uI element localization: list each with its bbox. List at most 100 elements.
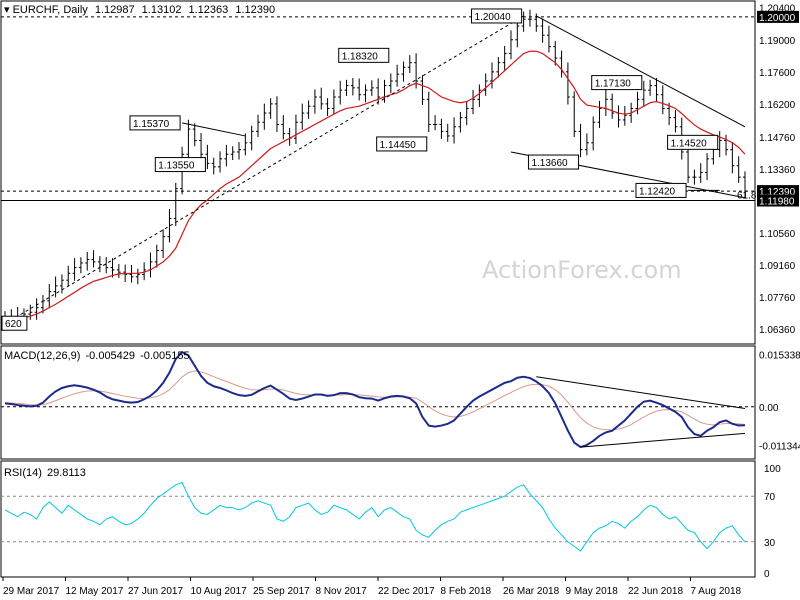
macd-panel (0, 345, 756, 460)
ohlc-bar (28, 304, 33, 320)
ohlc-bar (660, 85, 665, 115)
price-axis-tick: 1.19000 (759, 36, 796, 47)
trend-line (181, 122, 246, 137)
ohlc-bar (161, 229, 166, 258)
price-annotation: 1.13660 (527, 154, 580, 170)
ohlc-bar (173, 182, 178, 226)
ohlc-bar (433, 115, 438, 131)
x-axis-label: 22 Jun 2018 (628, 586, 683, 597)
ohlc-bar (142, 262, 147, 281)
ohlc-bar (420, 75, 425, 106)
ohlc-bar (388, 73, 393, 94)
macd-trend-line (536, 376, 746, 409)
header-arrow-icon: ▾ (4, 4, 13, 16)
ohlc-bar (471, 89, 476, 115)
macd-axis-tick: 0.00 (759, 403, 779, 414)
price-tag: 1.20000 (757, 10, 799, 24)
x-axis-label: 7 Aug 2018 (691, 586, 742, 597)
ohlc-bar (705, 153, 710, 181)
ohlc-bar (597, 100, 602, 128)
ohlc-bar (477, 84, 482, 107)
ohlc-bar (559, 50, 564, 78)
price-tag: 1.12390 (757, 185, 799, 198)
ohlc-bar (426, 91, 431, 133)
ohlc-bar (445, 123, 450, 142)
header-close: 1.12390 (235, 4, 275, 16)
price-annotation: 1.20040 (471, 8, 523, 24)
price-panel (0, 0, 756, 345)
price-annotation: 620 (1, 315, 28, 331)
macd-line (4, 350, 746, 449)
ohlc-bar (458, 111, 463, 133)
price-annotation: 1.12420 (635, 182, 687, 198)
macd-axis-tick: -0.011344 (759, 442, 800, 453)
watermark: ActionForex.com (482, 256, 682, 284)
x-axis-label: 12 May 2017 (66, 586, 124, 597)
price-annotation: 1.14450 (376, 136, 428, 152)
price-tag: 1.11980 (757, 194, 799, 208)
price-annotation: 1.14520 (667, 134, 719, 150)
ohlc-bar (237, 142, 242, 160)
fib-label: 61.8 (737, 191, 757, 202)
svg-text:1.15370: 1.15370 (133, 119, 170, 130)
ohlc-bar (692, 169, 697, 185)
ohlc-bar (673, 110, 678, 133)
ohlc-bar (363, 84, 368, 103)
ohlc-bar (584, 133, 589, 156)
ohlc-bar (490, 62, 495, 89)
moving-average-line (4, 50, 746, 322)
ohlc-bar (350, 78, 355, 96)
price-axis-tick: 1.13360 (759, 165, 796, 176)
x-axis-label: 10 Aug 2017 (191, 586, 248, 597)
ohlc-bar (641, 80, 646, 107)
ohlc-bar (717, 131, 722, 158)
price-axis-tick: 1.09160 (759, 261, 796, 272)
price-axis-tick: 1.14760 (759, 133, 796, 144)
ohlc-bar (610, 93, 615, 119)
ohlc-bar (97, 256, 102, 273)
ohlc-bar (325, 98, 330, 117)
svg-text:1.14450: 1.14450 (380, 140, 417, 151)
ohlc-bar (464, 100, 469, 126)
ohlc-bar (603, 89, 608, 117)
svg-text:1.18320: 1.18320 (342, 51, 379, 62)
ohlc-bar (110, 258, 115, 278)
ohlc-bar (730, 142, 735, 174)
ohlc-bar (654, 78, 659, 103)
ohlc-bar (407, 55, 412, 73)
ohlc-bar (743, 171, 747, 199)
ohlc-bar (686, 146, 691, 183)
ohlc-bar (369, 80, 374, 96)
ohlc-bar (306, 100, 311, 119)
svg-text:1.13660: 1.13660 (531, 158, 568, 169)
price-axis-tick: 1.10560 (759, 229, 796, 240)
x-axis-label: 8 Nov 2017 (316, 586, 368, 597)
ohlc-bar (395, 64, 400, 87)
svg-text:620: 620 (5, 319, 22, 330)
ohlc-bar (319, 87, 324, 110)
ohlc-bar (262, 103, 267, 130)
ohlc-bar (439, 118, 444, 139)
ohlc-bar (211, 157, 216, 175)
ohlc-bar (218, 151, 223, 173)
x-axis-label: 9 May 2018 (566, 586, 619, 597)
ohlc-bar (186, 119, 191, 162)
macd-value: -0.005429 (85, 350, 135, 362)
ohlc-bar (148, 252, 153, 278)
ohlc-bar (249, 125, 254, 151)
ohlc-bar (648, 79, 653, 96)
ohlc-bar (300, 103, 305, 130)
ohlc-bar (224, 144, 229, 167)
price-axis-tick: 1.17600 (759, 68, 796, 79)
ohlc-bar (255, 114, 260, 138)
macd-signal-value: -0.005155 (140, 350, 190, 362)
ohlc-bar (521, 11, 526, 32)
svg-text:1.17130: 1.17130 (595, 79, 632, 90)
ohlc-bar (135, 268, 140, 285)
ohlc-bar (192, 123, 197, 147)
ohlc-bar (496, 56, 501, 78)
macd-support-line (580, 432, 746, 448)
ohlc-bar (154, 244, 159, 268)
x-axis-label: 27 Jun 2017 (128, 586, 183, 597)
